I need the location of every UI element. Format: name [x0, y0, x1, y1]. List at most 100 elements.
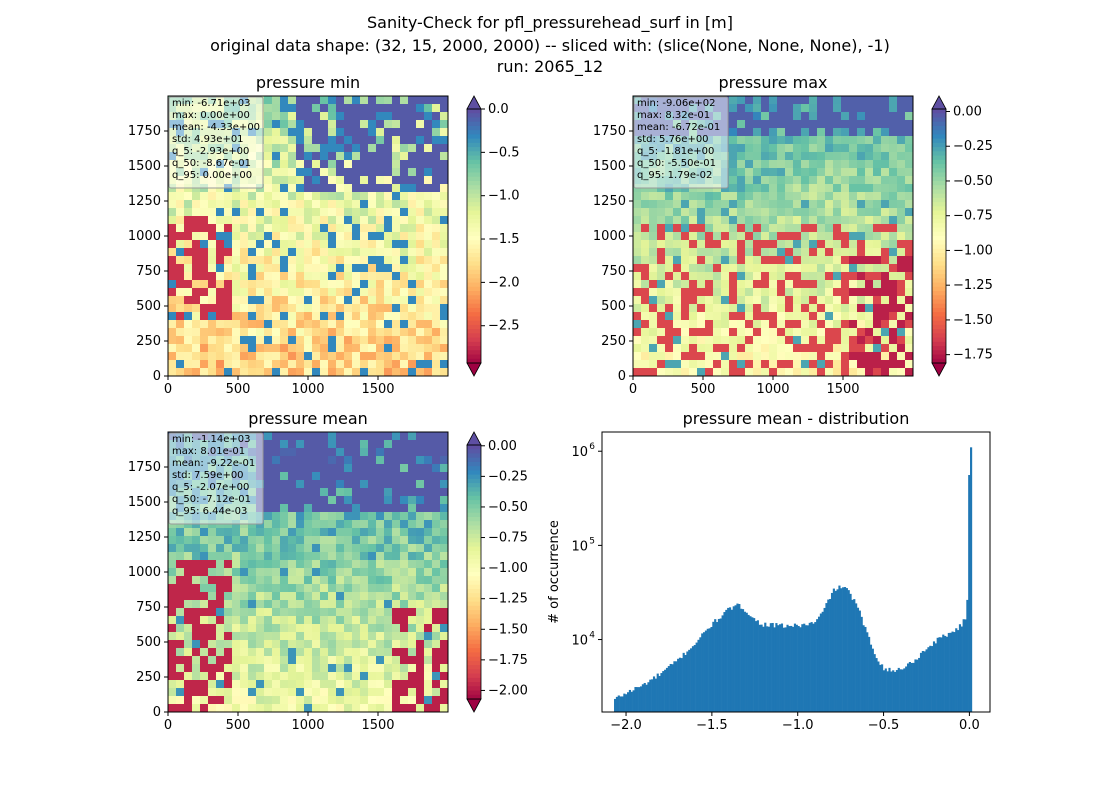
- heatmap-cell: [192, 704, 200, 712]
- heatmap-cell: [312, 664, 320, 672]
- heatmap-cell: [232, 600, 240, 608]
- heatmap-cell: [336, 368, 344, 376]
- heatmap-cell: [328, 288, 336, 296]
- heatmap-cell: [817, 200, 825, 208]
- heatmap-cell: [344, 280, 352, 288]
- heatmap-cell: [793, 280, 801, 288]
- heatmap-cell: [312, 576, 320, 584]
- heatmap-cell: [272, 128, 280, 136]
- heatmap-cell: [881, 200, 889, 208]
- heatmap-cell: [408, 112, 416, 120]
- heatmap-cell: [184, 208, 192, 216]
- colorbar-segment: [467, 694, 481, 700]
- heatmap-cell: [232, 200, 240, 208]
- heatmap-cell: [192, 368, 200, 376]
- heatmap-cell: [368, 144, 376, 152]
- heatmap-cell: [865, 240, 873, 248]
- histogram-bar: [790, 625, 793, 712]
- y-tick-label: 10: [571, 445, 588, 460]
- heatmap-cell: [897, 112, 905, 120]
- heatmap-cell: [296, 464, 304, 472]
- heatmap-cell: [705, 304, 713, 312]
- heatmap-cell: [376, 128, 384, 136]
- heatmap-cell: [368, 216, 376, 224]
- heatmap-cell: [416, 648, 424, 656]
- heatmap-cell: [416, 152, 424, 160]
- y-tick-label: 0: [153, 369, 161, 384]
- histogram-bar: [799, 627, 802, 712]
- heatmap-cell: [873, 368, 881, 376]
- histogram-bar: [947, 632, 950, 712]
- heatmap-cell: [304, 112, 312, 120]
- heatmap-cell: [416, 600, 424, 608]
- heatmap-cell: [312, 456, 320, 464]
- heatmap-cell: [697, 336, 705, 344]
- heatmap-cell: [432, 208, 440, 216]
- heatmap-cell: [360, 368, 368, 376]
- heatmap-cell: [801, 104, 809, 112]
- heatmap-cell: [865, 152, 873, 160]
- heatmap-cell: [280, 704, 288, 712]
- heatmap-cell: [424, 144, 432, 152]
- heatmap-cell: [753, 96, 761, 104]
- heatmap-cell: [224, 664, 232, 672]
- heatmap-cell: [777, 344, 785, 352]
- heatmap-cell: [256, 688, 264, 696]
- colorbar-segment: [467, 682, 481, 687]
- heatmap-cell: [272, 520, 280, 528]
- heatmap-cell: [208, 648, 216, 656]
- heatmap-cell: [833, 312, 841, 320]
- heatmap-cell: [761, 328, 769, 336]
- heatmap-cell: [304, 624, 312, 632]
- heatmap-cell: [905, 368, 913, 376]
- heatmap-cell: [841, 160, 849, 168]
- heatmap-cell: [256, 232, 264, 240]
- heatmap-cell: [881, 264, 889, 272]
- heatmap-cell: [641, 224, 649, 232]
- heatmap-cell: [320, 160, 328, 168]
- heatmap-cell: [248, 336, 256, 344]
- heatmap-cell: [192, 688, 200, 696]
- heatmap-cell: [216, 592, 224, 600]
- heatmap-cell: [200, 320, 208, 328]
- heatmap-cell: [857, 96, 865, 104]
- heatmap-cell: [304, 360, 312, 368]
- heatmap-cell: [697, 312, 705, 320]
- heatmap-cell: [328, 264, 336, 272]
- heatmap-cell: [833, 112, 841, 120]
- heatmap-cell: [360, 600, 368, 608]
- heatmap-cell: [288, 568, 296, 576]
- heatmap-cell: [905, 96, 913, 104]
- heatmap-cell: [304, 96, 312, 104]
- heatmap-cell: [280, 472, 288, 480]
- heatmap-cell: [312, 320, 320, 328]
- heatmap-cell: [841, 312, 849, 320]
- heatmap-cell: [224, 288, 232, 296]
- heatmap-cell: [376, 248, 384, 256]
- heatmap-cell: [304, 328, 312, 336]
- heatmap-cell: [793, 120, 801, 128]
- heatmap-cell: [713, 304, 721, 312]
- heatmap-cell: [873, 344, 881, 352]
- heatmap-cell: [769, 296, 777, 304]
- heatmap-cell: [745, 120, 753, 128]
- heatmap-cell: [352, 680, 360, 688]
- heatmap-cell: [753, 112, 761, 120]
- heatmap-cell: [408, 256, 416, 264]
- heatmap-cell: [280, 480, 288, 488]
- heatmap-cell: [336, 264, 344, 272]
- heatmap-cell: [408, 528, 416, 536]
- colorbar-segment: [467, 656, 481, 662]
- colorbar-tick-label: −0.75: [488, 531, 528, 546]
- histogram-bar: [782, 627, 785, 712]
- heatmap-cell: [793, 96, 801, 104]
- heatmap-cell: [360, 288, 368, 296]
- heatmap-cell: [336, 112, 344, 120]
- heatmap-cell: [432, 584, 440, 592]
- heatmap-cell: [665, 344, 673, 352]
- heatmap-cell: [280, 248, 288, 256]
- heatmap-cell: [809, 112, 817, 120]
- heatmap-cell: [737, 104, 745, 112]
- colorbar-segment: [467, 117, 481, 123]
- heatmap-cell: [240, 280, 248, 288]
